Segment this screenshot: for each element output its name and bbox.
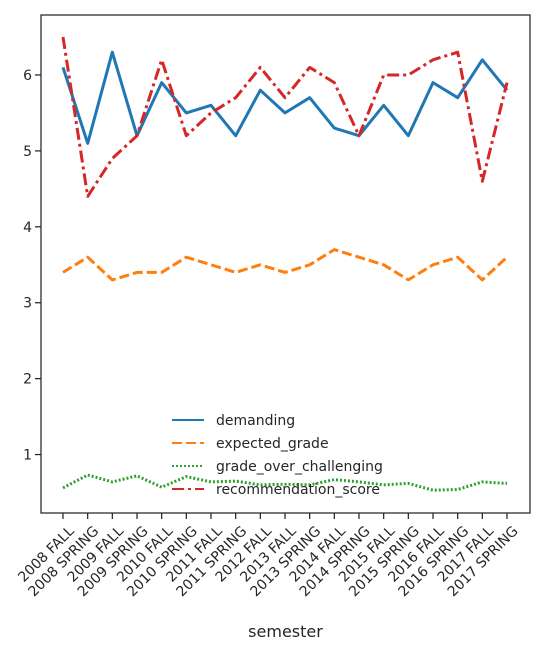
y-tick-label: 6 [23,68,32,84]
y-tick-label: 1 [23,448,32,464]
series-line-expected-grade [62,248,509,282]
x-axis-label: semester [248,622,323,641]
y-axis: 1 2 3 4 5 6 [23,68,41,464]
legend: demanding expected_grade grade_over_challe… [172,413,383,498]
y-tick-label: 2 [23,372,32,388]
legend-label: expected_grade [216,436,329,452]
y-tick-label: 5 [23,144,32,160]
legend-label: recommendation_score [216,482,380,498]
legend-label: demanding [216,413,295,429]
plot-frame [40,14,531,514]
y-tick-label: 3 [23,296,32,312]
y-tick-label: 4 [23,220,32,236]
legend-label: grade_over_challenging [216,459,383,475]
series-line-recommendation-score [61,36,509,198]
plot-lines [61,36,509,492]
series-line-grade-over-challenging [62,473,508,492]
